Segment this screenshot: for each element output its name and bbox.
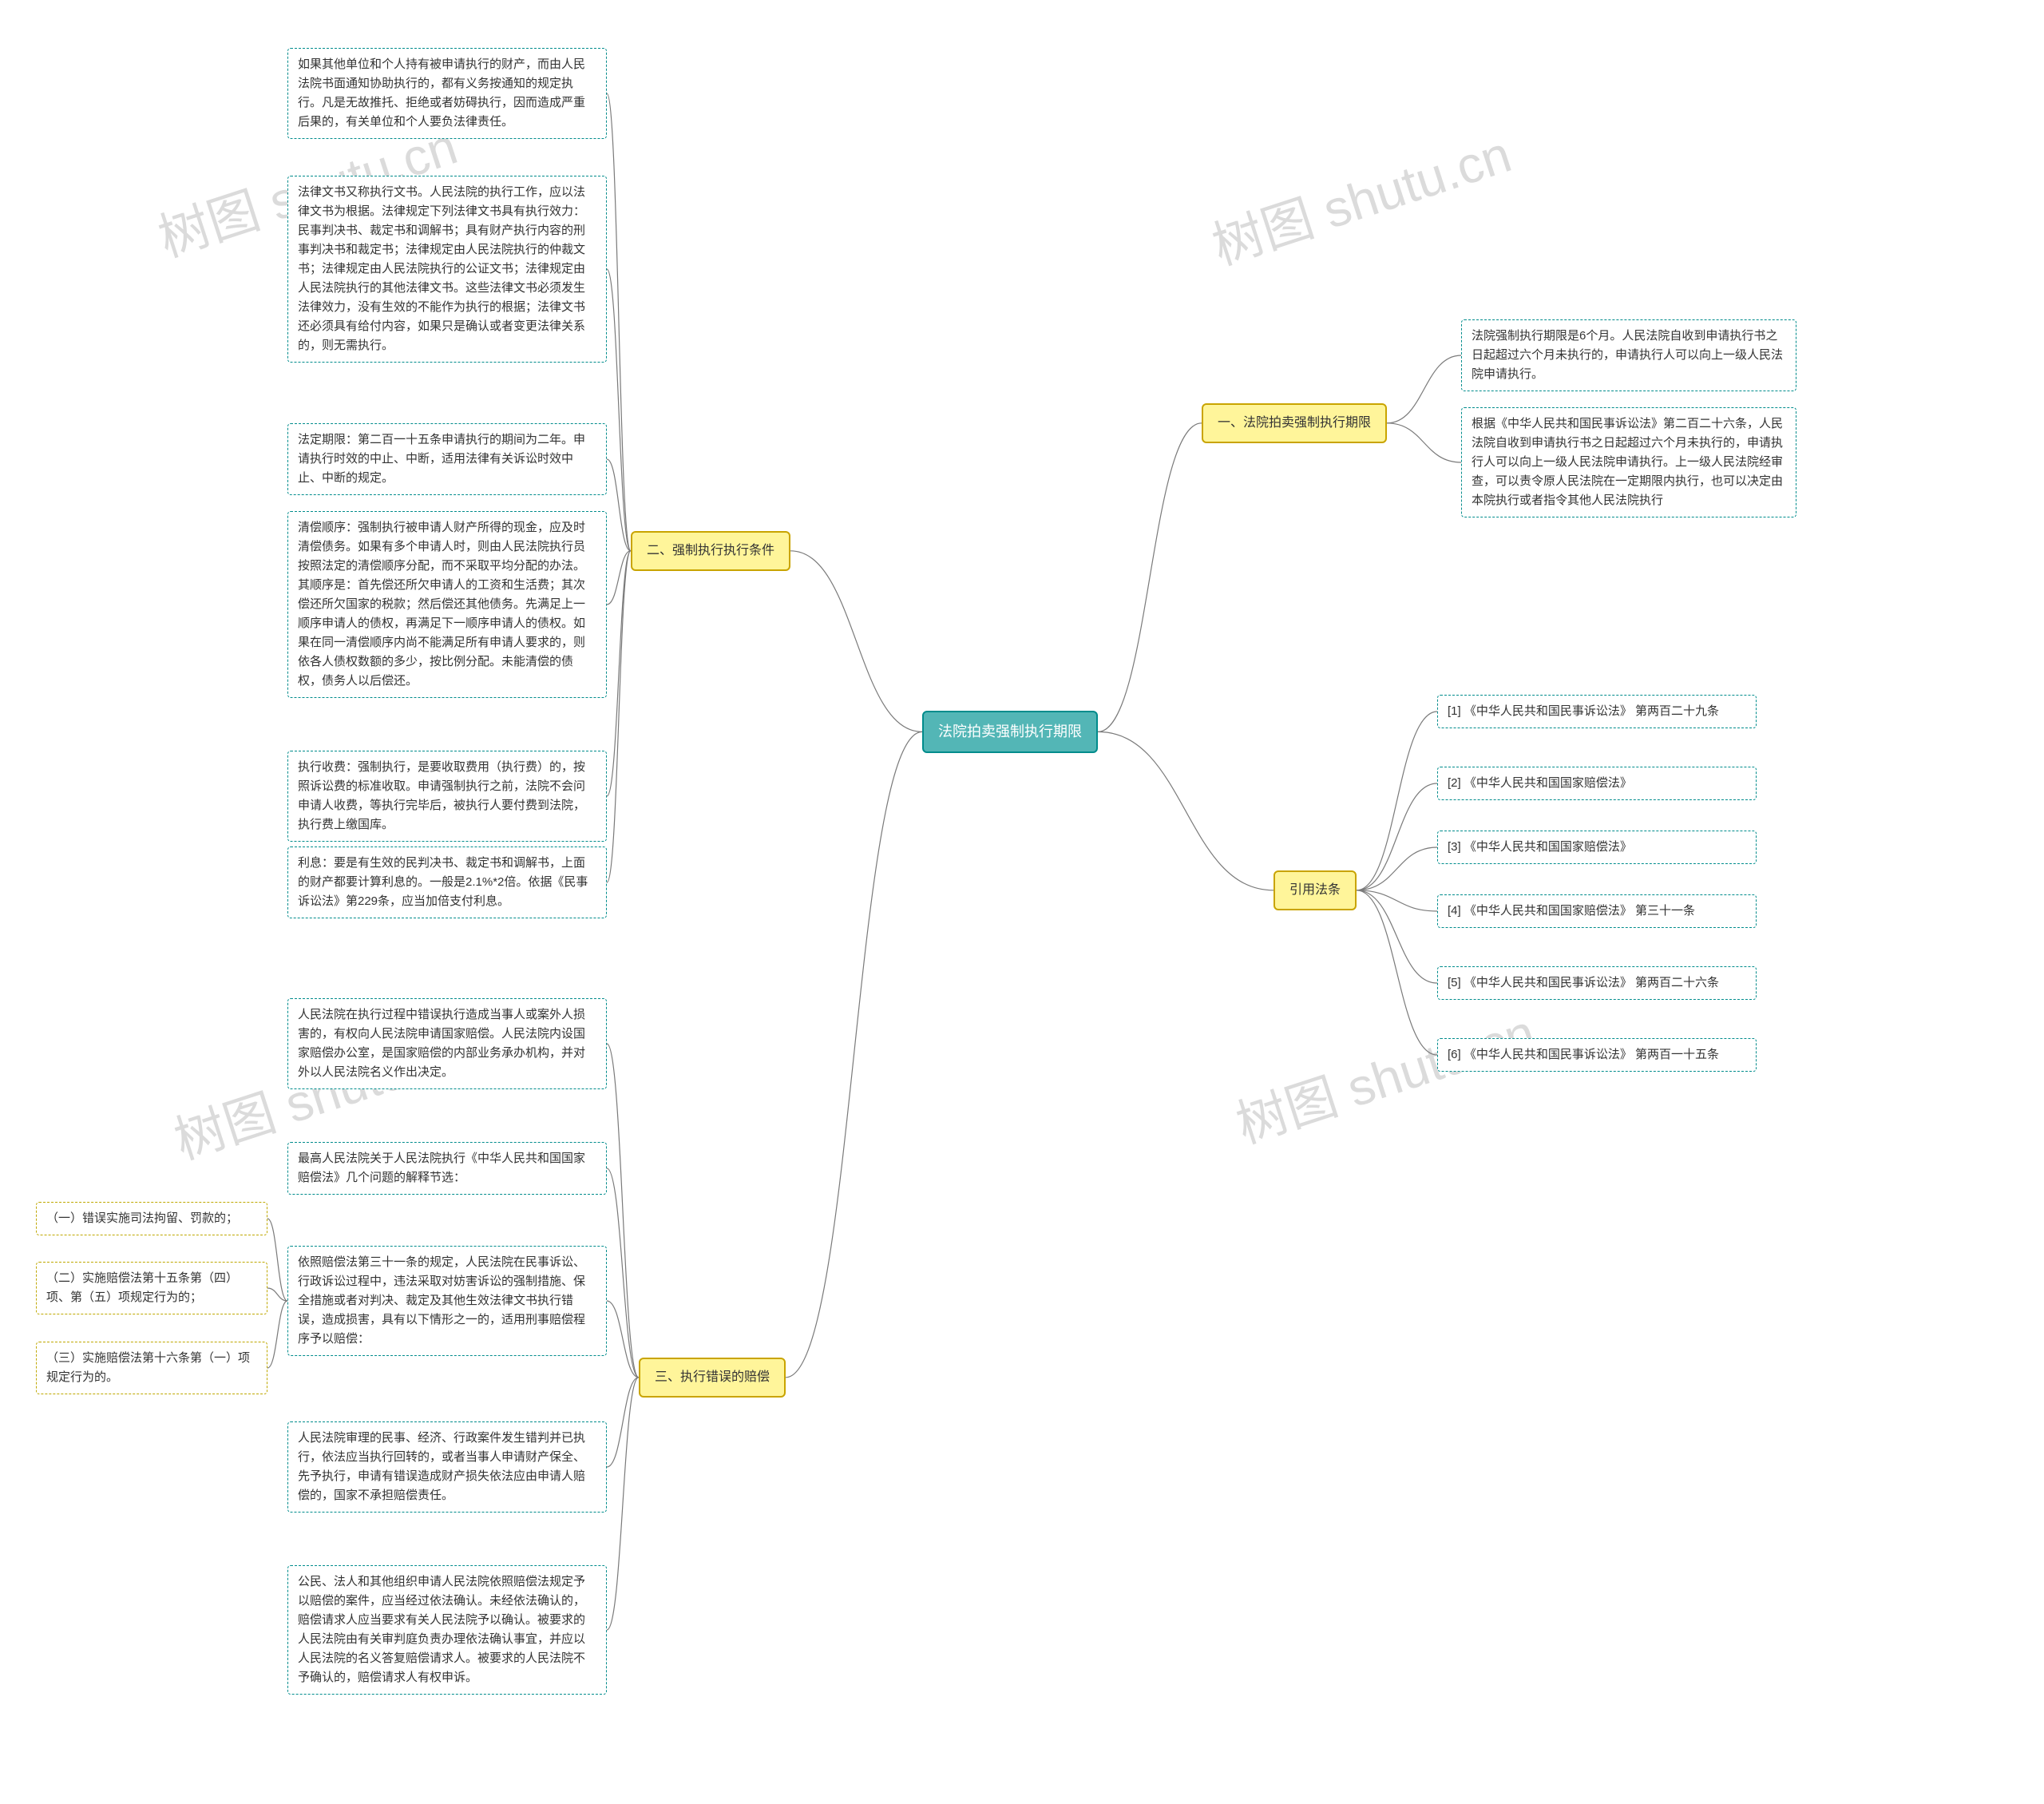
r1-leaf-1: 根据《中华人民共和国民事诉讼法》第二百二十六条，人民法院自收到申请执行书之日起超… bbox=[1461, 407, 1796, 517]
l2-leaf-1: 最高人民法院关于人民法院执行《中华人民共和国国家赔偿法》几个问题的解释节选： bbox=[287, 1142, 607, 1195]
branch-execution-error-compensation: 三、执行错误的赔偿 bbox=[639, 1358, 786, 1398]
r2-leaf-3: [4] 《中华人民共和国国家赔偿法》 第三十一条 bbox=[1437, 894, 1757, 928]
root-node: 法院拍卖强制执行期限 bbox=[922, 711, 1098, 753]
l2-sub-2: （三）实施赔偿法第十六条第（一）项规定行为的。 bbox=[36, 1342, 267, 1394]
l2-leaf-0: 人民法院在执行过程中错误执行造成当事人或案外人损害的，有权向人民法院申请国家赔偿… bbox=[287, 998, 607, 1089]
r1-leaf-0: 法院强制执行期限是6个月。人民法院自收到申请执行书之日起超过六个月未执行的，申请… bbox=[1461, 319, 1796, 391]
r2-leaf-5: [6] 《中华人民共和国民事诉讼法》 第两百一十五条 bbox=[1437, 1038, 1757, 1072]
l1-leaf-2: 法定期限：第二百一十五条申请执行的期间为二年。申请执行时效的中止、中断，适用法律… bbox=[287, 423, 607, 495]
mindmap-stage: 树图 shutu.cn 树图 shutu.cn 树图 shutu.cn 树图 s… bbox=[0, 0, 2044, 1804]
r2-leaf-1: [2] 《中华人民共和国国家赔偿法》 bbox=[1437, 767, 1757, 800]
l2-sub-1: （二）实施赔偿法第十五条第（四）项、第（五）项规定行为的； bbox=[36, 1262, 267, 1314]
l1-leaf-1: 法律文书又称执行文书。人民法院的执行工作，应以法律文书为根据。法律规定下列法律文… bbox=[287, 176, 607, 363]
l2-leaf-4: 公民、法人和其他组织申请人民法院依照赔偿法规定予以赔偿的案件，应当经过依法确认。… bbox=[287, 1565, 607, 1695]
branch-cited-laws: 引用法条 bbox=[1274, 870, 1357, 910]
l2-leaf-2: 依照赔偿法第三十一条的规定，人民法院在民事诉讼、行政诉讼过程中，违法采取对妨害诉… bbox=[287, 1246, 607, 1356]
l2-sub-0: （一）错误实施司法拘留、罚款的； bbox=[36, 1202, 267, 1235]
watermark: 树图 shutu.cn bbox=[1202, 113, 1519, 279]
l1-leaf-3: 清偿顺序：强制执行被申请人财产所得的现金，应及时清偿债务。如果有多个申请人时，则… bbox=[287, 511, 607, 698]
branch-auction-period: 一、法院拍卖强制执行期限 bbox=[1202, 403, 1387, 443]
r2-leaf-4: [5] 《中华人民共和国民事诉讼法》 第两百二十六条 bbox=[1437, 966, 1757, 1000]
watermark: 树图 shutu.cn bbox=[1226, 992, 1543, 1157]
r2-leaf-0: [1] 《中华人民共和国民事诉讼法》 第两百二十九条 bbox=[1437, 695, 1757, 728]
l1-leaf-4: 执行收费：强制执行，是要收取费用（执行费）的，按照诉讼费的标准收取。申请强制执行… bbox=[287, 751, 607, 842]
r2-leaf-2: [3] 《中华人民共和国国家赔偿法》 bbox=[1437, 831, 1757, 864]
l1-leaf-5: 利息：要是有生效的民判决书、裁定书和调解书，上面的财产都要计算利息的。一般是2.… bbox=[287, 846, 607, 918]
branch-enforcement-conditions: 二、强制执行执行条件 bbox=[631, 531, 790, 571]
l2-leaf-3: 人民法院审理的民事、经济、行政案件发生错判并已执行，依法应当执行回转的，或者当事… bbox=[287, 1421, 607, 1513]
l1-leaf-0: 如果其他单位和个人持有被申请执行的财产，而由人民法院书面通知协助执行的，都有义务… bbox=[287, 48, 607, 139]
